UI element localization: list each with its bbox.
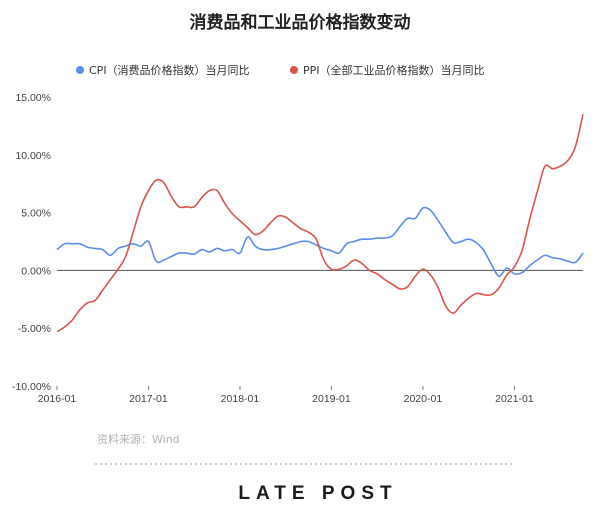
x-tick-label: 2017-01 <box>129 393 168 405</box>
x-tick-label: 2020-01 <box>404 393 443 405</box>
y-axis: 15.00% 10.00% 5.00% 0.00% -5.00% -10.00% <box>12 92 51 393</box>
y-tick-label: 15.00% <box>15 92 51 104</box>
legend-label-cpi: CPI（消费品价格指数）当月同比 <box>89 63 250 77</box>
series-lines <box>56 114 584 333</box>
x-axis: 2016-01 2017-01 2018-01 2019-01 2020-01 2021-… <box>38 386 534 405</box>
series-line-cpi <box>56 206 584 277</box>
y-tick-label: -5.00% <box>18 323 51 335</box>
y-tick-label: 0.00% <box>21 265 51 277</box>
x-tick-label: 2021-01 <box>495 393 534 405</box>
series-line-ppi <box>56 114 584 333</box>
legend-marker-cpi <box>76 66 84 74</box>
latepost-logo: LATE POST <box>238 483 397 504</box>
legend-marker-ppi <box>290 66 298 74</box>
x-tick-label: 2018-01 <box>221 393 260 405</box>
chart-title: 消费品和工业品价格指数变动 <box>190 12 411 33</box>
y-tick-label: 10.00% <box>15 150 51 162</box>
x-tick-label: 2016-01 <box>38 393 77 405</box>
legend-label-ppi: PPI（全部工业品价格指数）当月同比 <box>303 63 485 77</box>
y-tick-label: -10.00% <box>12 381 51 393</box>
y-tick-label: 5.00% <box>21 208 51 220</box>
source-note: 资料来源：Wind <box>97 432 180 446</box>
legend: CPI（消费品价格指数）当月同比 PPI（全部工业品价格指数）当月同比 <box>76 63 485 77</box>
x-tick-label: 2019-01 <box>312 393 351 405</box>
